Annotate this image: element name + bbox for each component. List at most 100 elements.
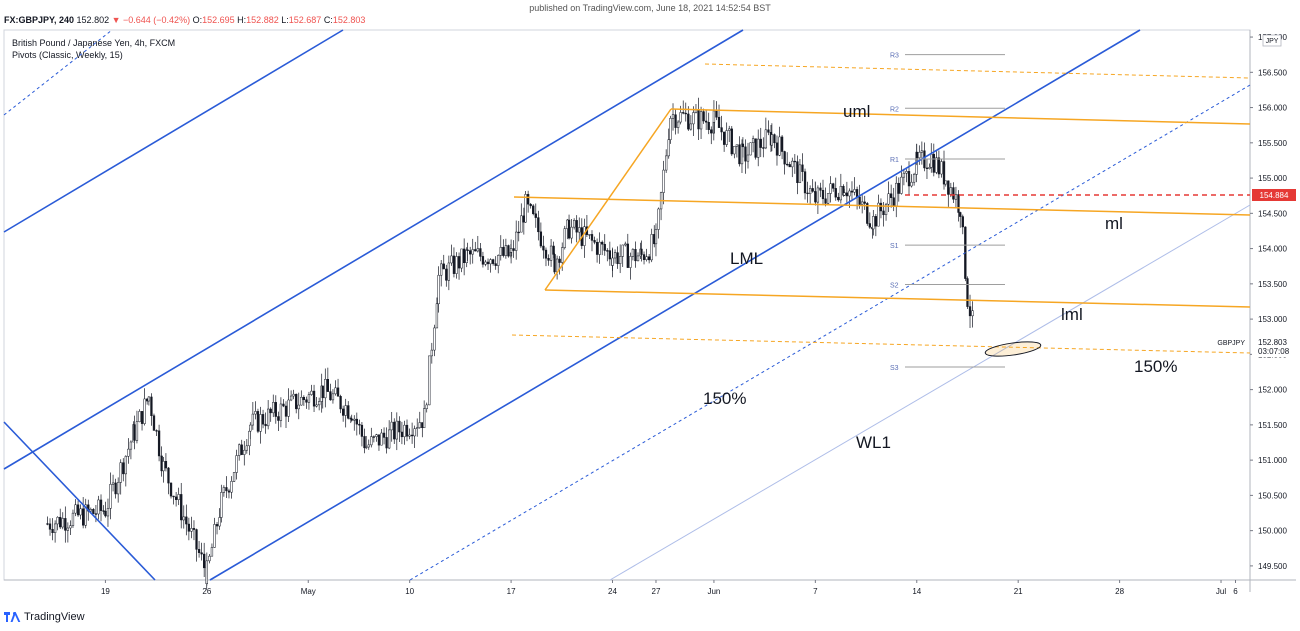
candle [347, 401, 350, 420]
candle [645, 248, 648, 262]
candle [749, 142, 752, 156]
footer-brand[interactable]: TradingView [24, 611, 85, 623]
candle-body [717, 116, 721, 128]
pitchfork [511, 63, 1251, 354]
candle [499, 235, 502, 261]
candle [447, 255, 451, 291]
candle-body [395, 420, 398, 440]
candle-body [534, 213, 537, 218]
candle [56, 516, 59, 531]
candle-body [935, 157, 938, 173]
candle-body [190, 528, 193, 532]
candle [215, 522, 219, 535]
candle [284, 401, 288, 429]
candle-body [786, 163, 789, 166]
candle [687, 106, 690, 131]
candle [524, 190, 527, 223]
candle [292, 389, 295, 400]
candle-body [613, 252, 617, 259]
candle-body [874, 216, 878, 227]
candle [428, 355, 431, 406]
candle [92, 508, 95, 515]
candle-body [575, 220, 578, 233]
candle [590, 230, 594, 252]
candle-body [315, 404, 318, 407]
candle-body [563, 228, 566, 248]
candle-body [775, 142, 779, 156]
candle-body [425, 404, 428, 409]
candle-body [408, 434, 411, 437]
symbol-label[interactable]: FX:GBPJPY, 240 [4, 15, 75, 25]
price-scale[interactable] [1250, 30, 1296, 592]
candle-body [725, 130, 728, 145]
candle-body [529, 203, 532, 207]
candle [192, 520, 196, 541]
x-tick-label: 10 [405, 587, 414, 596]
candle [474, 241, 477, 252]
candle-body [682, 112, 685, 114]
candle-body [476, 248, 479, 252]
candle-body [636, 255, 640, 262]
candle-body [336, 387, 340, 397]
candle-body [872, 216, 875, 230]
candle [210, 543, 214, 557]
candle [507, 244, 510, 258]
candle-body [208, 555, 211, 562]
candle [570, 218, 573, 244]
candle-body [850, 190, 854, 193]
candle-body [702, 111, 705, 122]
candle-body [437, 274, 440, 305]
candle [324, 368, 327, 408]
currency-label: JPY [1266, 38, 1279, 45]
candle-body [282, 403, 285, 407]
candle [532, 204, 535, 216]
candle-body [707, 121, 710, 130]
candle [512, 240, 515, 258]
y-tick-label: 153.500 [1258, 280, 1287, 289]
candle [143, 388, 146, 426]
label-ml: ml [1105, 214, 1123, 233]
candle-body [937, 157, 941, 175]
candle-body [549, 245, 553, 261]
candle [741, 137, 745, 158]
candle [155, 429, 158, 436]
candle [385, 427, 388, 454]
candle-body [757, 138, 760, 158]
candle [601, 240, 604, 256]
candle-body [504, 245, 508, 256]
candle-body [687, 113, 690, 130]
candle-body [603, 243, 606, 251]
candle [621, 244, 624, 267]
x-tick-label: 14 [912, 587, 921, 596]
candle-body [147, 396, 151, 402]
candle [167, 467, 170, 495]
candle-body [235, 455, 238, 473]
candle-body [416, 427, 419, 429]
candle-body [56, 516, 59, 525]
candle [863, 195, 866, 210]
candle-body [910, 181, 913, 187]
candle [868, 212, 871, 229]
candle-body [302, 396, 306, 400]
candle-body [388, 429, 391, 449]
candle [674, 109, 677, 135]
candle-body [413, 428, 416, 437]
candle [759, 127, 762, 158]
candle-body [902, 172, 906, 178]
candle-body [79, 508, 82, 516]
candle [791, 157, 794, 178]
median-line [513, 196, 1251, 216]
candle [106, 498, 110, 527]
candle [484, 259, 487, 267]
candle-body [423, 408, 426, 429]
candle [274, 395, 277, 424]
plot-area[interactable] [3, 29, 1251, 581]
candle [595, 238, 599, 263]
y-tick-label: 154.000 [1258, 245, 1287, 254]
candle-body [515, 231, 518, 251]
candle-body [491, 259, 495, 264]
candle-body [780, 136, 784, 152]
candle [227, 488, 231, 499]
candle [104, 501, 107, 518]
